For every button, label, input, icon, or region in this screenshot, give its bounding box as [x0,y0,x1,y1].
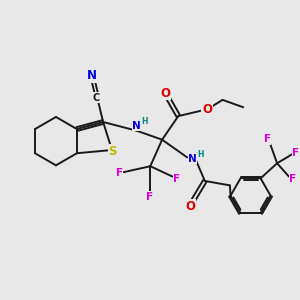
Text: O: O [202,103,212,116]
Text: F: F [292,148,299,158]
Text: F: F [146,192,153,202]
Text: S: S [108,145,117,158]
Text: N: N [188,154,197,164]
Text: H: H [141,118,148,127]
Text: F: F [289,174,296,184]
Text: F: F [264,134,271,144]
Text: C: C [92,92,99,103]
Text: N: N [132,121,141,130]
Text: H: H [197,150,204,159]
Text: O: O [160,87,170,100]
Text: F: F [116,168,123,178]
Text: N: N [87,69,97,82]
Text: O: O [185,200,195,212]
Text: F: F [173,174,180,184]
